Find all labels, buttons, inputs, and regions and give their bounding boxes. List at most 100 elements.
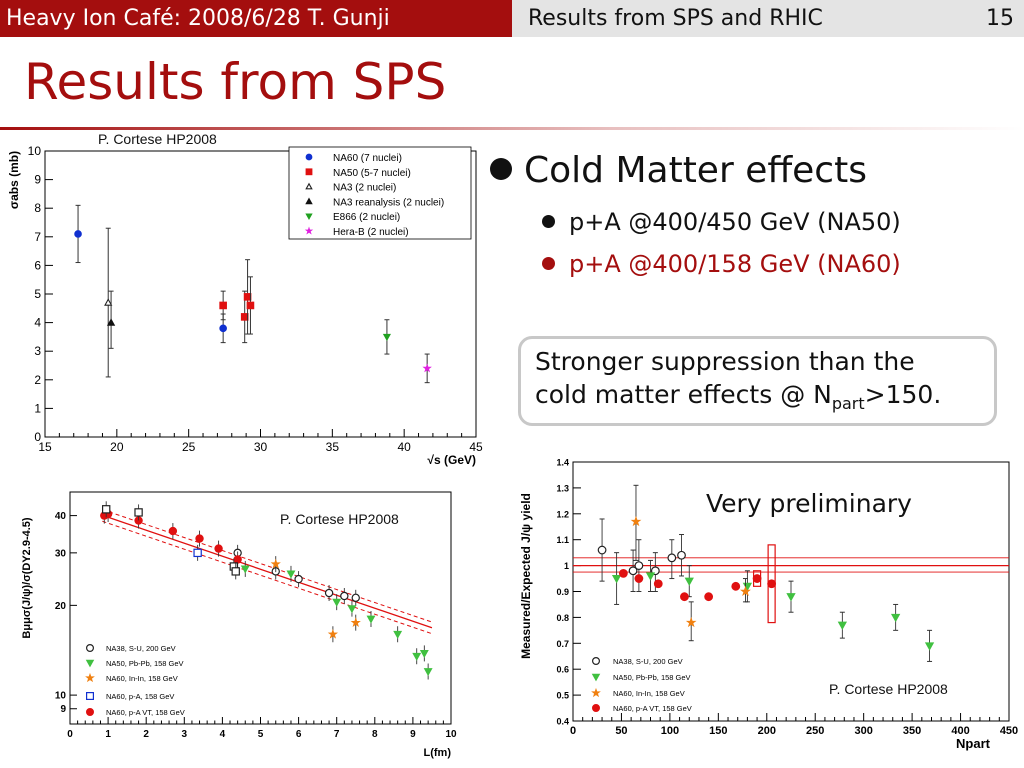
y-tick-label: 1.4 [556, 458, 569, 468]
x-tick-label: 30 [254, 440, 268, 454]
x-tick-label: 9 [410, 729, 416, 740]
y-tick-label: 4 [34, 316, 41, 330]
x-tick-label: 5 [258, 729, 264, 740]
data-point [890, 613, 901, 623]
legend-label: NA60, p-A VT, 158 GeV [106, 708, 185, 717]
preliminary-label: Very preliminary [706, 489, 912, 518]
data-point [74, 230, 82, 238]
legend-marker [591, 657, 600, 666]
callout-line-1: Stronger suppression than the [535, 347, 915, 376]
data-point [667, 553, 677, 563]
callout-line-2-text: cold matter effects @ N [535, 380, 832, 409]
y-tick-label: 9 [60, 704, 66, 715]
measured-expected-chart: 0 50 100 150 200 250 300 350 400 450 0.4 0.5 0.6 0.7 0… [519, 458, 1018, 752]
data-point [680, 592, 689, 602]
data-point [704, 592, 714, 602]
x-tick-label: 250 [806, 725, 824, 737]
title-divider [0, 127, 1024, 130]
data-point [294, 574, 303, 584]
data-point [243, 293, 252, 301]
legend-label: NA38, S-U, 200 GeV [106, 644, 176, 653]
x-axis-label: √s (GeV) [427, 453, 476, 467]
y-tick-label: 10 [28, 144, 42, 158]
x-tick-label: 400 [951, 725, 969, 737]
jpsi-dy-vs-L-chart: 0 1 2 3 4 5 6 7 8 9 10 9 10 20 30 40 P. Cortese HP2008 L(… [21, 491, 457, 759]
data-point [618, 568, 628, 578]
data-point [628, 566, 638, 576]
x-tick-label: 0 [570, 725, 576, 737]
data-point [240, 565, 250, 574]
legend-label: NA60, In-In, 158 GeV [106, 674, 178, 683]
data-point [327, 628, 339, 639]
data-point [350, 617, 361, 628]
y-tick-label: 0 [34, 430, 41, 444]
x-tick-label: 3 [182, 729, 188, 740]
legend-marker [85, 692, 94, 701]
data-point [611, 575, 622, 584]
data-point [393, 630, 403, 639]
data-point [193, 548, 202, 558]
data-point [347, 605, 357, 614]
legend-label: NA50, Pb-Pb, 158 GeV [613, 673, 691, 682]
y-tick-label: 2 [34, 373, 41, 387]
y-tick-label: 1 [34, 401, 41, 415]
data-point [752, 574, 762, 583]
fit-band-line [102, 520, 433, 635]
header-right: Results from SPS and RHIC 15 [512, 0, 1024, 37]
data-point [219, 324, 227, 333]
data-point [134, 508, 143, 517]
x-tick-label: 450 [1000, 725, 1018, 737]
header-section-title: Results from SPS and RHIC [528, 6, 823, 31]
x-axis-label: L(fm) [424, 747, 452, 759]
legend-marker [304, 226, 314, 235]
x-tick-label: 45 [469, 440, 483, 454]
x-tick-label: 50 [615, 725, 627, 737]
legend-label: NA60, In-In, 158 GeV [613, 689, 685, 698]
legend-label: NA3 (2 nuclei) [333, 183, 396, 194]
y-axis-label: Bμμσ(J/ψ)/σ(DY2.9-4.5) [21, 517, 33, 638]
bullet-sub-2: p+A @400/158 GeV (NA60) [542, 250, 901, 278]
x-tick-label: 0 [67, 729, 73, 740]
slide-title: Results from SPS [24, 53, 447, 111]
legend-marker [85, 659, 95, 668]
callout-box: Stronger suppression than the cold matte… [518, 336, 997, 426]
legend-label: Hera-B (2 nuclei) [333, 227, 409, 238]
legend-label: NA50 (5-7 nuclei) [333, 168, 411, 179]
x-tick-label: 7 [334, 729, 340, 740]
y-tick-label: 30 [55, 548, 67, 559]
header-left: Heavy Ion Café: 2008/6/28 T. Gunji [0, 0, 512, 37]
x-tick-label: 4 [220, 729, 226, 740]
x-tick-label: 6 [296, 729, 302, 740]
legend-label: NA50, Pb-Pb, 158 GeV [106, 659, 184, 668]
data-point [214, 544, 223, 553]
y-tick-label: 9 [34, 173, 41, 187]
bullet-dot-icon [542, 256, 555, 270]
data-point [422, 363, 432, 373]
plot-frame [69, 491, 452, 725]
bullet-dot-icon [542, 214, 555, 228]
data-point [246, 301, 255, 310]
data-point [382, 333, 391, 342]
plot-credit: P. Cortese HP2008 [98, 131, 217, 147]
x-tick-label: 150 [709, 725, 727, 737]
y-tick-label: 1.2 [556, 509, 569, 519]
y-tick-label: 20 [55, 601, 67, 612]
legend-label: NA60, p-A VT, 158 GeV [613, 704, 692, 713]
bullet-sub-1-text: p+A @400/450 GeV (NA50) [569, 208, 901, 236]
data-point [233, 555, 242, 564]
data-point [645, 572, 656, 581]
y-tick-label: 7 [34, 230, 41, 244]
data-point [219, 301, 227, 310]
fit-line [102, 514, 433, 629]
data-point [351, 593, 360, 603]
data-point [767, 579, 777, 589]
data-point [340, 591, 349, 601]
x-axis-label: Npart [956, 736, 991, 751]
data-point [106, 318, 116, 326]
page-number: 15 [986, 6, 1014, 31]
x-tick-label: 2 [143, 729, 149, 740]
callout-subscript: part [831, 394, 865, 413]
data-point [240, 313, 249, 321]
y-tick-label: 1.1 [556, 535, 569, 545]
x-tick-label: 15 [38, 440, 52, 454]
